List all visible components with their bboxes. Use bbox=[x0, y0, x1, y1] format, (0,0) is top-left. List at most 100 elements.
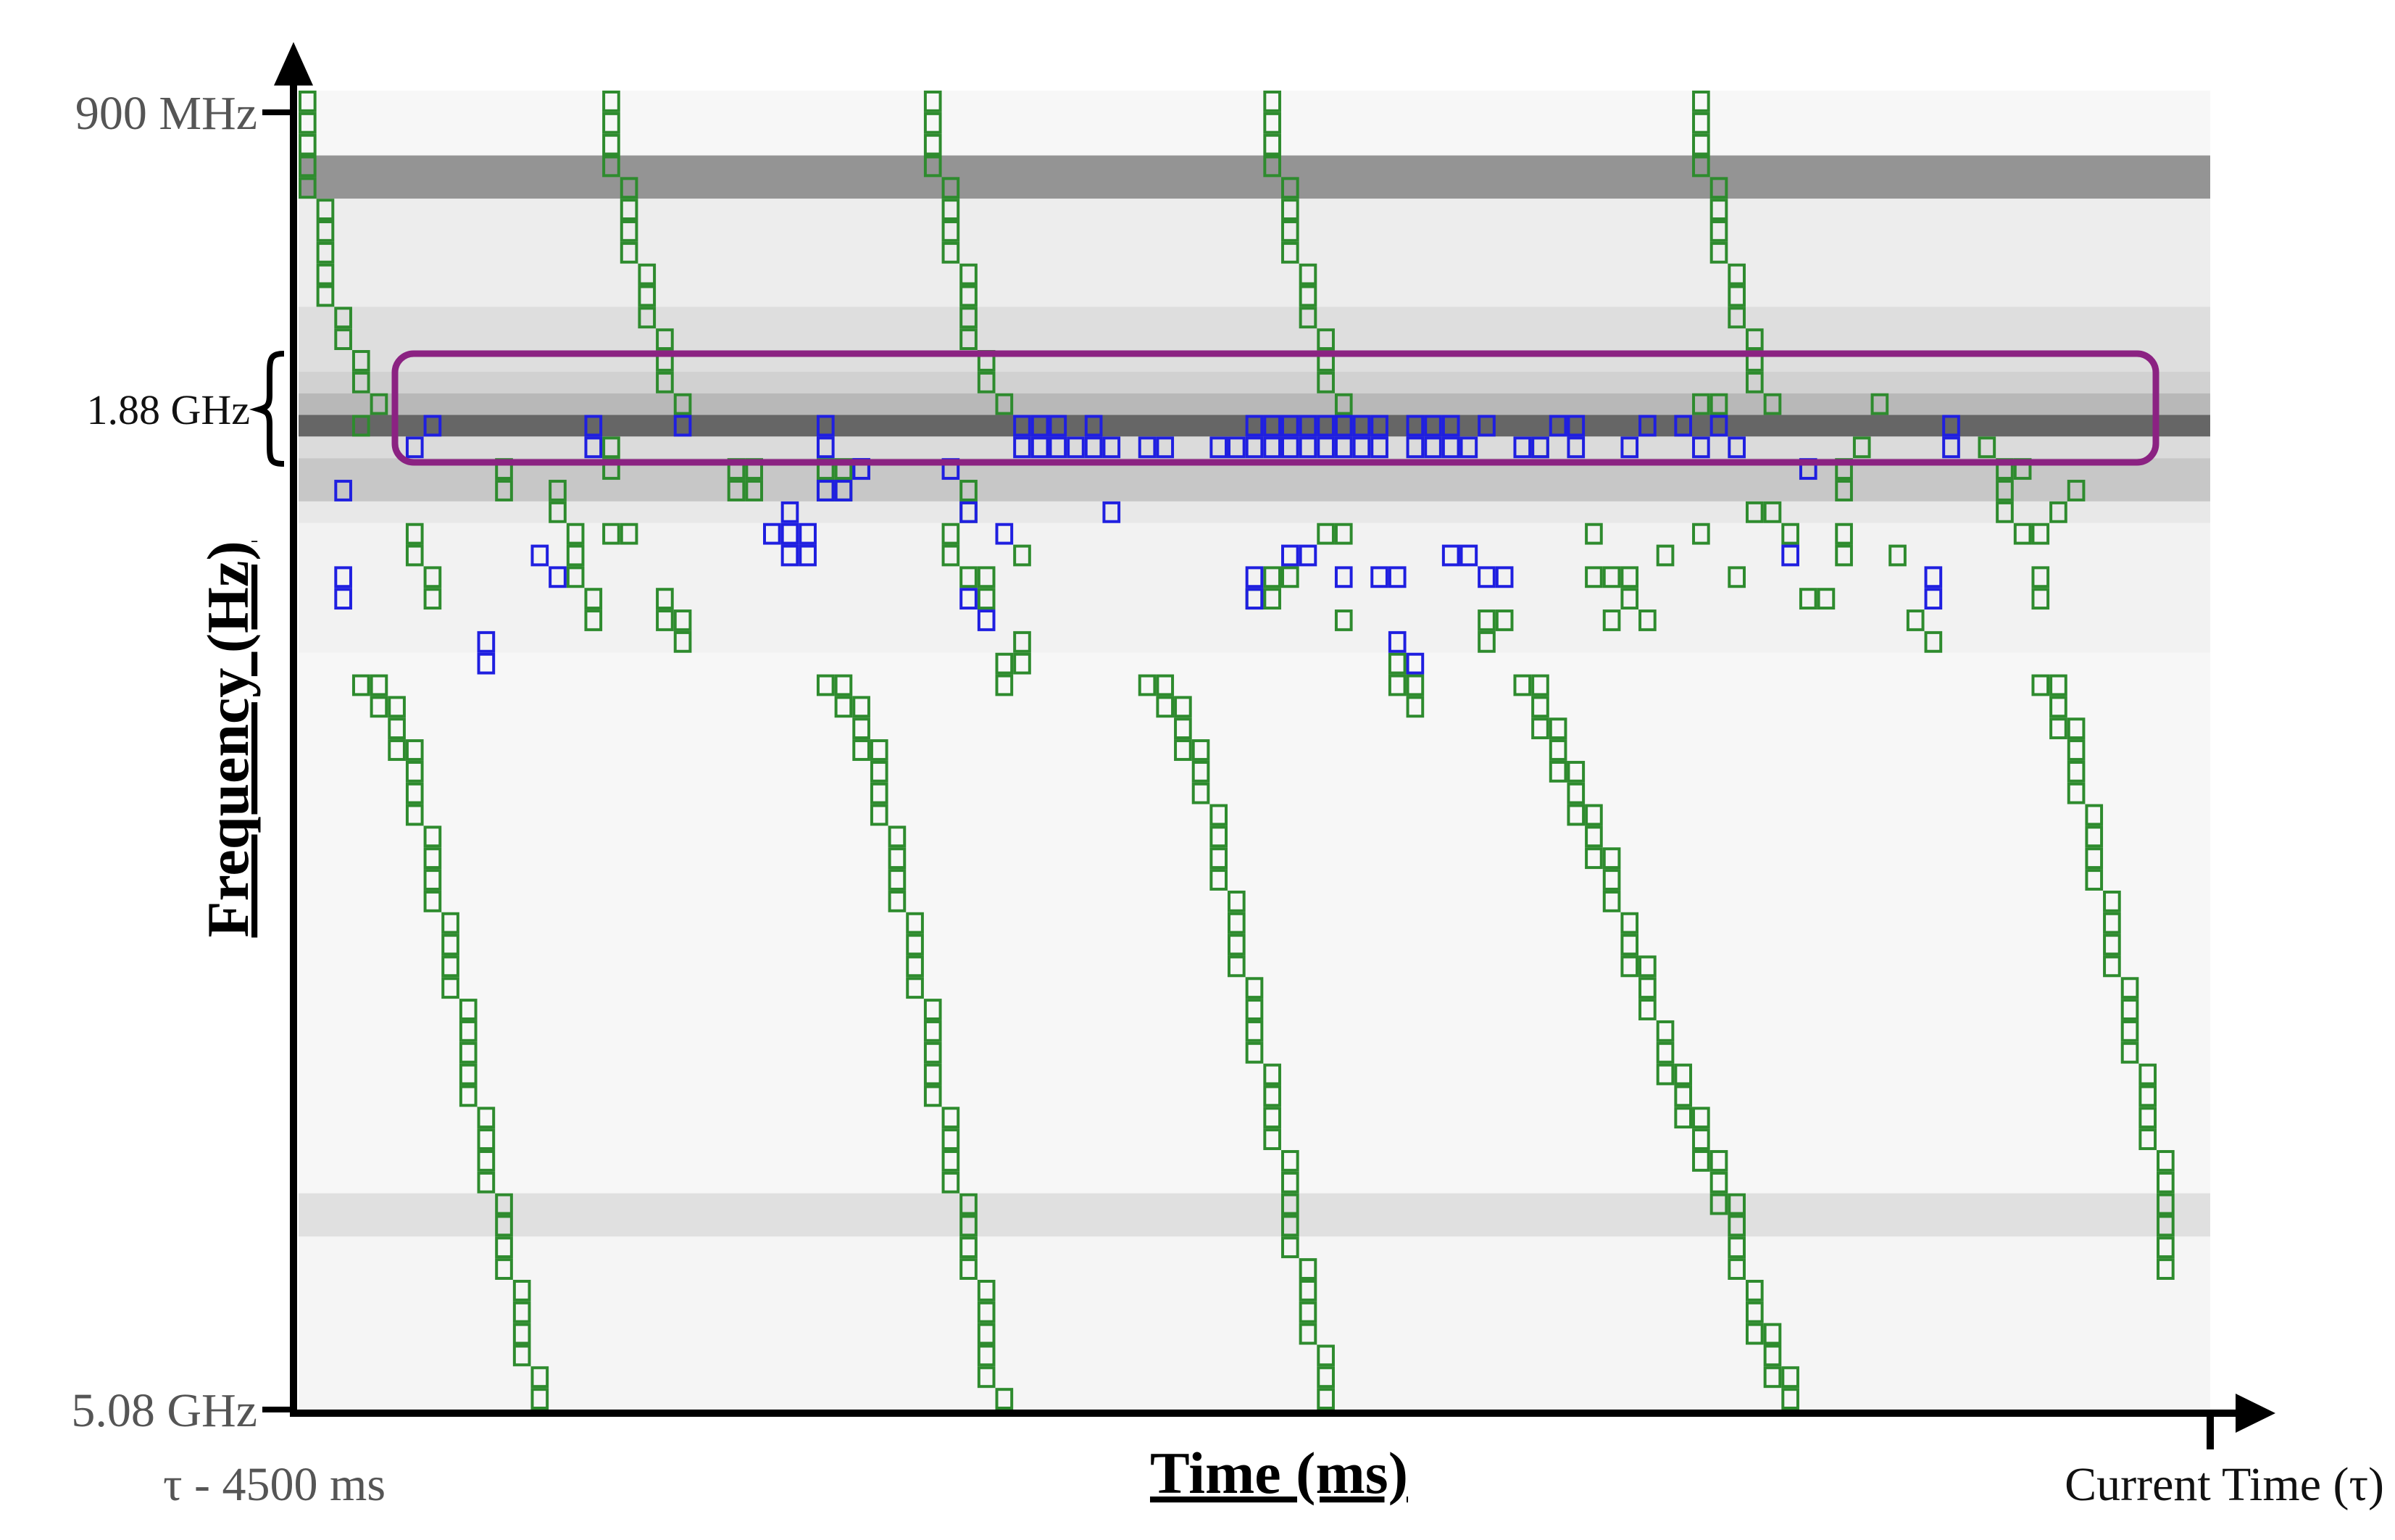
detection-marker bbox=[423, 869, 442, 891]
spectrogram-bands bbox=[299, 155, 2210, 1410]
detection-marker bbox=[351, 371, 370, 394]
detection-marker bbox=[1459, 544, 1478, 567]
detection-marker bbox=[477, 1149, 496, 1172]
detection-marker bbox=[1299, 263, 1317, 286]
detection-marker bbox=[1406, 674, 1425, 696]
detection-marker bbox=[1709, 1193, 1728, 1215]
detection-marker bbox=[299, 133, 317, 156]
detection-marker bbox=[1763, 393, 1782, 415]
detection-marker bbox=[370, 674, 388, 696]
detection-marker bbox=[1174, 717, 1192, 740]
detection-marker bbox=[2120, 1041, 2139, 1064]
detection-marker bbox=[1334, 566, 1353, 588]
detection-marker bbox=[1102, 436, 1121, 459]
detection-marker bbox=[1406, 652, 1425, 675]
detection-marker bbox=[584, 415, 603, 437]
detection-marker bbox=[1280, 566, 1299, 588]
detection-marker bbox=[1317, 328, 1335, 351]
detection-marker bbox=[941, 1128, 960, 1150]
detection-marker bbox=[1299, 307, 1317, 329]
detection-marker bbox=[495, 480, 513, 501]
detection-marker bbox=[1334, 393, 1353, 415]
detection-marker bbox=[1280, 220, 1299, 242]
detection-marker bbox=[959, 1236, 978, 1259]
detection-marker bbox=[584, 609, 603, 631]
detection-marker bbox=[834, 674, 853, 696]
detection-marker bbox=[1191, 782, 1210, 804]
detection-marker bbox=[299, 155, 317, 178]
detection-marker bbox=[1709, 220, 1728, 242]
detection-marker bbox=[1728, 1215, 1746, 1237]
detection-marker bbox=[977, 1366, 996, 1389]
detection-marker bbox=[1299, 1301, 1317, 1323]
detection-marker bbox=[1263, 112, 1281, 134]
detection-marker bbox=[941, 1149, 960, 1172]
detection-marker bbox=[1709, 1149, 1728, 1172]
detection-marker bbox=[1674, 415, 1693, 437]
detection-marker bbox=[1852, 436, 1871, 459]
detection-marker bbox=[388, 717, 406, 740]
detection-marker bbox=[1763, 1366, 1782, 1389]
detection-marker bbox=[1191, 760, 1210, 783]
detection-marker bbox=[959, 588, 978, 610]
detection-marker bbox=[656, 371, 674, 394]
detection-marker bbox=[1638, 977, 1657, 999]
detection-marker bbox=[549, 566, 567, 588]
detection-marker bbox=[656, 609, 674, 631]
detection-marker bbox=[977, 1344, 996, 1367]
detection-marker bbox=[1263, 155, 1281, 178]
y-axis-title: Frequency (Hz) bbox=[195, 541, 261, 937]
detection-marker bbox=[1602, 566, 1621, 588]
detection-marker bbox=[941, 177, 960, 199]
detection-marker bbox=[351, 674, 370, 696]
detection-marker bbox=[388, 739, 406, 761]
detection-marker bbox=[799, 523, 817, 545]
detection-marker bbox=[977, 588, 996, 610]
detection-marker bbox=[1692, 133, 1710, 156]
detection-marker bbox=[1406, 436, 1425, 459]
detection-marker bbox=[780, 523, 799, 545]
spectrogram-band bbox=[299, 501, 2210, 523]
detection-marker bbox=[2138, 1085, 2157, 1107]
detection-marker bbox=[870, 760, 888, 783]
detection-marker bbox=[959, 480, 978, 501]
detection-marker bbox=[1280, 1171, 1299, 1194]
detection-marker bbox=[1728, 307, 1746, 329]
detection-marker bbox=[2157, 1171, 2175, 1194]
detection-marker bbox=[1441, 436, 1460, 459]
detection-marker bbox=[1728, 566, 1746, 588]
detection-marker bbox=[1656, 1041, 1675, 1064]
detection-marker bbox=[995, 523, 1014, 545]
detection-marker bbox=[923, 133, 942, 156]
detection-marker bbox=[1299, 436, 1317, 459]
detection-marker bbox=[1478, 609, 1496, 631]
detection-marker bbox=[923, 91, 942, 112]
detection-marker bbox=[888, 825, 907, 848]
detection-marker bbox=[638, 285, 657, 307]
x-axis-title: Time (ms) bbox=[1150, 1440, 1408, 1506]
spectrogram-band bbox=[299, 199, 2210, 307]
detection-marker bbox=[1370, 436, 1388, 459]
detection-marker bbox=[1709, 393, 1728, 415]
detection-marker bbox=[1013, 436, 1031, 459]
detection-marker bbox=[2138, 1107, 2157, 1129]
detection-marker bbox=[1585, 523, 1603, 545]
detection-marker bbox=[620, 199, 638, 221]
detection-marker bbox=[2031, 674, 2050, 696]
detection-marker bbox=[602, 133, 620, 156]
detection-marker bbox=[1638, 609, 1657, 631]
detection-marker bbox=[2049, 717, 2067, 740]
detection-marker bbox=[1567, 415, 1586, 437]
detection-marker bbox=[1549, 717, 1567, 740]
detection-marker bbox=[995, 1388, 1014, 1410]
detection-marker bbox=[906, 933, 924, 956]
detection-marker bbox=[1674, 1063, 1693, 1086]
detection-marker bbox=[459, 1041, 478, 1064]
detection-marker bbox=[1692, 112, 1710, 134]
detection-marker bbox=[423, 588, 442, 610]
detection-marker bbox=[799, 544, 817, 567]
detection-marker bbox=[2157, 1149, 2175, 1172]
detection-marker bbox=[2103, 912, 2121, 934]
detection-marker bbox=[1174, 739, 1192, 761]
detection-marker bbox=[745, 480, 764, 501]
